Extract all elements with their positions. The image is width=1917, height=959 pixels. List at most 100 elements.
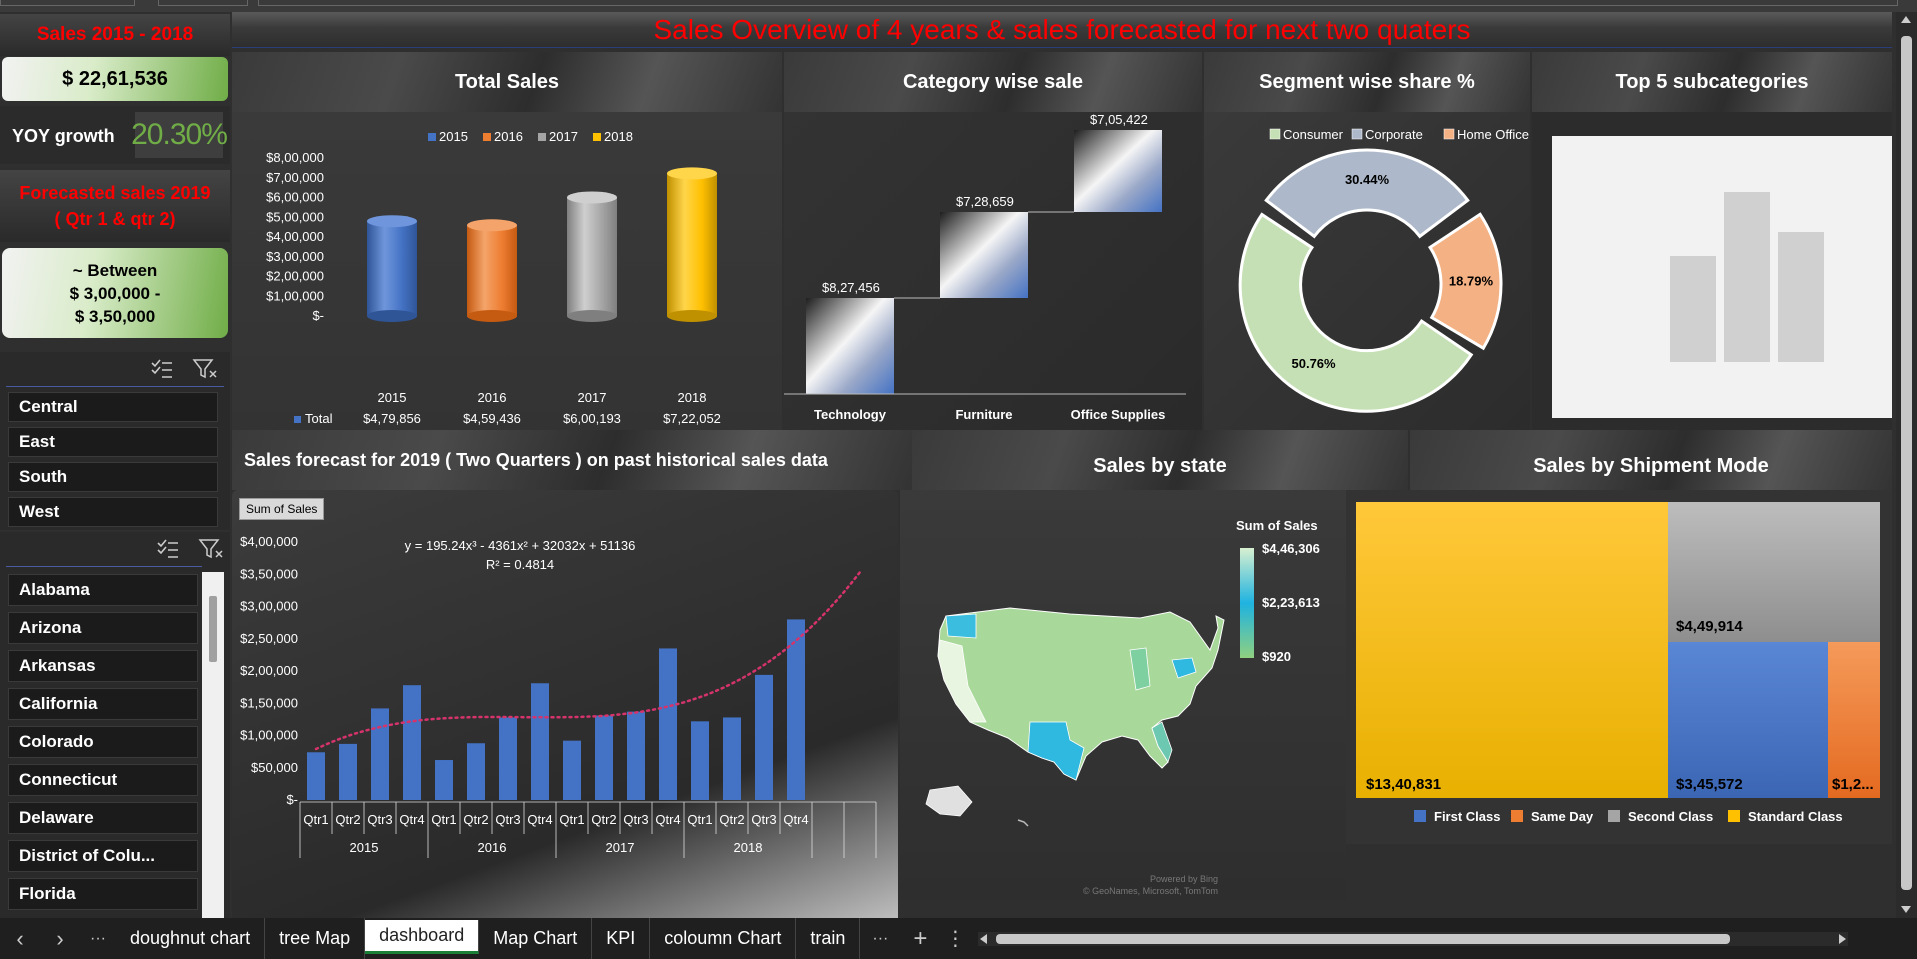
legend-label-Second Class: Second Class [1628, 809, 1713, 824]
y-tick-label: $2,00,000 [266, 269, 324, 284]
category-chart: $8,27,456 Technology $7,28,659 Furniture $7,… [784, 112, 1202, 430]
header-total-sales: Total Sales [232, 52, 782, 112]
y-tick-label: $5,00,000 [266, 209, 324, 224]
forecast-svg: $4,00,000 $3,50,000 $3,00,000 $2,50,000 $2,0… [240, 534, 877, 858]
tab-doughnut-chart[interactable]: doughnut chart [116, 918, 266, 959]
legend-swatch-2015 [428, 133, 436, 141]
data-label-2016: $4,59,436 [463, 411, 521, 426]
formula-bar[interactable] [258, 0, 1898, 6]
kpi-yoy-label: YOY growth [12, 126, 115, 146]
forecast-bar [531, 683, 549, 800]
tab-dashboard[interactable]: dashboard [365, 919, 480, 954]
legend-swatch-Corporate [1351, 128, 1363, 140]
quarter-label: Qtr1 [303, 812, 328, 827]
y-tick-label: $- [312, 308, 324, 323]
slicer-item-east[interactable]: East [8, 427, 218, 457]
shipment-treemap: $13,40,831 $4,49,914 $3,45,572 $1,2... F… [1346, 490, 1892, 844]
add-sheet-icon[interactable]: + [913, 924, 928, 952]
slicer-item-delaware[interactable]: Delaware [8, 802, 198, 834]
table-row-label: Total [305, 411, 333, 426]
legend-swatch-Second Class [1608, 810, 1620, 822]
state-map-svg: Sum of Sales $4,46,306 $2,23,613 $920 Po… [925, 518, 1320, 896]
tab-map-chart[interactable]: Map Chart [479, 918, 593, 959]
slicer-item-connecticut[interactable]: Connecticut [8, 764, 198, 796]
legend-label-Corporate: Corporate [1365, 127, 1423, 142]
sheet-menu-icon[interactable]: ⋮ [945, 928, 966, 950]
more-sheets-icon[interactable]: ··· [90, 929, 106, 947]
treemap-label-first: $3,45,572 [1676, 776, 1743, 793]
bar-chart-placeholder-icon [1670, 192, 1824, 362]
function-box[interactable] [158, 0, 248, 6]
treemap-same-day [1828, 642, 1880, 798]
next-sheet-icon[interactable]: › [56, 925, 64, 951]
forecast-bar [595, 715, 613, 800]
slicer-item-south[interactable]: South [8, 462, 218, 492]
table-row-swatch [294, 416, 301, 423]
horizontal-scroll-thumb[interactable] [996, 933, 1731, 944]
slicer-item-florida[interactable]: Florida [8, 878, 198, 910]
multi-select-icon[interactable] [156, 538, 180, 560]
quarter-label: Qtr2 [719, 812, 744, 827]
kpi-range-label-box: Sales 2015 - 2018 [0, 14, 230, 56]
vertical-scroll-thumb[interactable] [1901, 36, 1912, 890]
forecast-bar [499, 717, 517, 800]
slicer-item-district-of-columbia[interactable]: District of Colu... [8, 840, 198, 872]
prev-sheet-icon[interactable]: ‹ [16, 925, 24, 951]
y-tick-label: $4,00,000 [266, 229, 324, 244]
shipment-treemap-svg: $13,40,831 $4,49,914 $3,45,572 $1,2... F… [1356, 502, 1880, 824]
vertical-scrollbar[interactable] [1896, 12, 1917, 918]
kpi-range-label: Sales 2015 - 2018 [36, 24, 194, 45]
doughnut-slice-Consumer [1238, 212, 1474, 413]
tab-coloumn-chart[interactable]: coloumn Chart [650, 918, 797, 959]
tab-train[interactable]: train [796, 918, 861, 959]
slicer-item-west[interactable]: West [8, 497, 218, 527]
horizontal-scrollbar[interactable] [978, 931, 1849, 946]
sum-of-sales-badge[interactable]: Sum of Sales [239, 498, 325, 520]
forecast-bar [371, 708, 389, 800]
legend-swatch-Same Day [1511, 810, 1523, 822]
x-tick-2016: 2016 [478, 390, 507, 405]
name-box[interactable] [0, 0, 135, 6]
slicer-item-alabama[interactable]: Alabama [8, 574, 198, 606]
tab-tree-map[interactable]: tree Map [265, 918, 366, 959]
kpi-forecast-card: ~ Between $ 3,00,000 - $ 3,50,000 [2, 248, 228, 338]
scroll-left-icon[interactable] [980, 933, 988, 944]
slicer-scrollbar[interactable] [202, 572, 224, 918]
bar-2017 [567, 191, 617, 322]
y-tick-label: $1,00,000 [240, 728, 298, 743]
legend-label-2016: 2016 [494, 129, 523, 144]
scroll-right-icon[interactable] [1839, 933, 1847, 944]
more-tabs-icon[interactable]: ··· [872, 929, 889, 947]
kpi-yoy-value-box: 20.30% [131, 112, 228, 158]
map-attribution-1: Powered by Bing [1150, 874, 1218, 884]
slicer-item-central[interactable]: Central [8, 392, 218, 422]
data-label-2018: $7,22,052 [663, 411, 721, 426]
data-label-2015: $4,79,856 [363, 411, 421, 426]
quarter-label: Qtr4 [527, 812, 552, 827]
header-forecast: Sales forecast for 2019 ( Two Quarters )… [232, 430, 912, 490]
total-sales-chart: 2015 2016 2017 2018 $8,00,000 $7,00,000 $6,00,… [232, 112, 782, 430]
quarter-label: Qtr2 [463, 812, 488, 827]
treemap-standard-class [1356, 502, 1668, 798]
header-top5: Top 5 subcategories [1532, 52, 1892, 112]
slicer-scroll-thumb[interactable] [209, 596, 217, 662]
slicer-item-california[interactable]: California [8, 688, 198, 720]
legend-label-2017: 2017 [549, 129, 578, 144]
quarter-label: Qtr1 [431, 812, 456, 827]
dashboard-title-bar: Sales Overview of 4 years & sales foreca… [232, 12, 1892, 48]
slicer-item-arkansas[interactable]: Arkansas [8, 650, 198, 682]
top-strip [0, 0, 1917, 12]
legend-label-Standard Class: Standard Class [1748, 809, 1843, 824]
scroll-up-icon[interactable] [1901, 16, 1911, 23]
slicer-item-colorado[interactable]: Colorado [8, 726, 198, 758]
forecast-bar [723, 717, 741, 800]
tab-kpi[interactable]: KPI [592, 918, 651, 959]
waterfall-bar-Office Supplies [1074, 130, 1162, 212]
forecast-bar [467, 743, 485, 800]
multi-select-icon[interactable] [150, 358, 174, 380]
scroll-down-icon[interactable] [1901, 906, 1911, 913]
clear-filter-icon[interactable] [192, 358, 218, 380]
clear-filter-icon[interactable] [198, 538, 224, 560]
slicer-item-arizona[interactable]: Arizona [8, 612, 198, 644]
quarter-label: Qtr3 [367, 812, 392, 827]
